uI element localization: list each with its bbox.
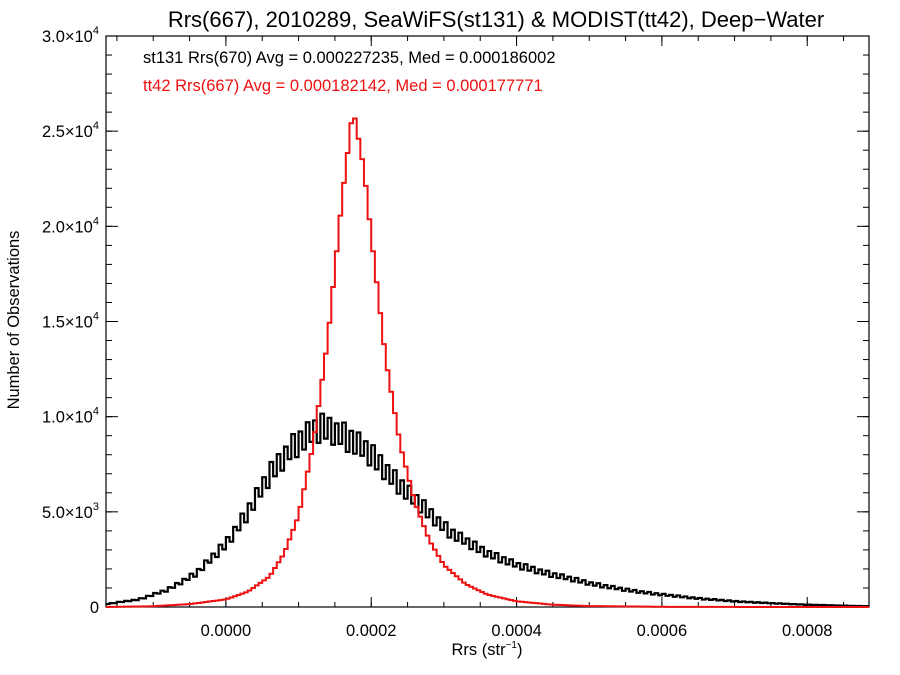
y-tick-exponent: 4 xyxy=(93,311,99,323)
x-tick-label: 0.0004 xyxy=(491,622,541,640)
y-tick-exponent: 4 xyxy=(93,406,99,418)
chart-title: Rrs(667), 2010289, SeaWiFS(st131) & MODI… xyxy=(168,7,824,32)
x-tick-label: 0.0008 xyxy=(782,622,832,640)
y-tick-mantissa: 2.0×10 xyxy=(42,218,93,236)
x-tick-label: 0.0002 xyxy=(346,622,396,640)
y-tick-mantissa: 5.0×10 xyxy=(42,504,93,522)
y-axis-label: Number of Observations xyxy=(5,231,23,410)
y-tick-mantissa: 2.5×10 xyxy=(42,123,93,141)
legend-series-1: st131 Rrs(670) Avg = 0.000227235, Med = … xyxy=(143,49,556,67)
y-tick-label: 1.5×104 xyxy=(42,311,99,332)
y-tick-label: 0 xyxy=(90,599,99,617)
y-tick-mantissa: 0 xyxy=(90,599,99,617)
y-tick-label: 2.5×104 xyxy=(42,120,99,141)
series-line-1 xyxy=(106,412,869,608)
y-axis-ticks: 05.0×1031.0×1041.5×1042.0×1042.5×1043.0×… xyxy=(42,25,869,617)
y-tick-exponent: 4 xyxy=(93,215,99,227)
y-tick-exponent: 4 xyxy=(93,120,99,132)
y-tick-exponent: 4 xyxy=(93,25,99,37)
x-axis-label-superscript: −1 xyxy=(506,640,518,651)
y-tick-mantissa: 1.0×10 xyxy=(42,409,93,427)
y-tick-label: 3.0×104 xyxy=(42,25,99,46)
legend-series-2: tt42 Rrs(667) Avg = 0.000182142, Med = 0… xyxy=(143,77,543,95)
x-tick-label: 0.0006 xyxy=(637,622,687,640)
y-tick-mantissa: 1.5×10 xyxy=(42,314,93,332)
x-axis-label: Rrs (str−1) xyxy=(452,640,523,659)
y-tick-label: 2.0×104 xyxy=(42,215,99,236)
x-tick-label: 0.0000 xyxy=(201,622,251,640)
series-line-2 xyxy=(106,117,869,608)
y-tick-label: 5.0×103 xyxy=(42,501,99,522)
y-tick-mantissa: 3.0×10 xyxy=(42,28,93,46)
y-tick-label: 1.0×104 xyxy=(42,406,99,427)
plot-frame xyxy=(105,35,870,608)
x-axis-label-close: ) xyxy=(517,641,523,659)
x-axis-label-main: Rrs (str xyxy=(452,641,507,659)
y-tick-exponent: 3 xyxy=(93,501,99,513)
series-layer xyxy=(106,117,869,608)
